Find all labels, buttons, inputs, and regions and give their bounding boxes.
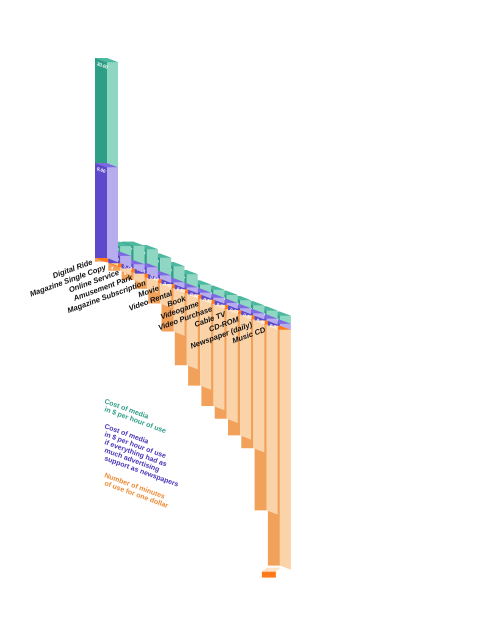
purple-bar-0-front — [95, 163, 107, 258]
teal-bar-0 — [95, 58, 118, 167]
teal-bar-0-side — [107, 58, 118, 167]
music-cd-base-front — [262, 572, 276, 578]
purple-bar-0 — [95, 163, 118, 262]
orange-bar-12-side — [267, 320, 278, 514]
teal-bar-0-front — [95, 58, 107, 163]
legend: Cost of media in $ per hour of use Cost … — [103, 398, 179, 510]
orange-bar-13-side — [280, 326, 291, 570]
purple-bar-0-side — [107, 163, 118, 262]
music-cd-base-top — [262, 568, 281, 572]
